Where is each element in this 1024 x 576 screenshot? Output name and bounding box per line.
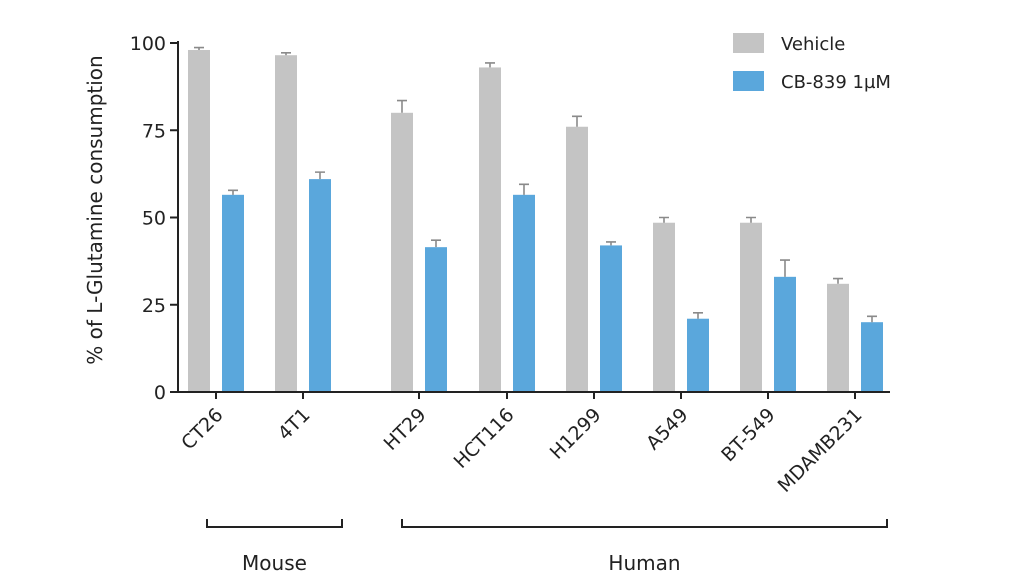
bar-vehicle-ct26 bbox=[188, 49, 210, 392]
error-bar-cb839-a549 bbox=[693, 311, 703, 319]
x-tick-label-a549: A549 bbox=[642, 404, 692, 454]
group-label-human: Human bbox=[608, 551, 680, 575]
error-bar-vehicle-ht29 bbox=[397, 99, 407, 113]
legend: Vehicle CB-839 1µM bbox=[733, 33, 891, 93]
x-tick-label-4t1: 4T1 bbox=[274, 404, 315, 445]
bar-cb839-h1299 bbox=[600, 245, 622, 392]
x-tick-label-ct26: CT26 bbox=[177, 404, 227, 454]
error-bar-cb839-mdamb231 bbox=[867, 315, 877, 323]
y-tick-label: 25 bbox=[142, 295, 166, 317]
x-tick-label-bt-549: BT-549 bbox=[717, 404, 779, 466]
error-bar-vehicle-mdamb231 bbox=[833, 277, 843, 284]
error-bar-cb839-hct116 bbox=[519, 183, 529, 195]
y-tick-label: 50 bbox=[142, 208, 166, 230]
y-axis: 0 25 50 75 100 bbox=[130, 33, 178, 404]
bar-cb839-bt-549 bbox=[774, 276, 796, 392]
x-tick-label-hct116: HCT116 bbox=[450, 404, 519, 473]
error-bar-vehicle-hct116 bbox=[485, 62, 495, 68]
bar-cb839-ct26 bbox=[222, 194, 244, 392]
y-tick-label: 0 bbox=[154, 382, 166, 404]
bar-vehicle-ht29 bbox=[391, 112, 413, 393]
error-bars bbox=[194, 46, 877, 323]
error-bar-cb839-ht29 bbox=[431, 239, 441, 248]
group-brackets: Mouse Human bbox=[206, 519, 888, 575]
bar-cb839-4t1 bbox=[309, 179, 331, 392]
bar-vehicle-mdamb231 bbox=[827, 283, 849, 392]
bar-cb839-ht29 bbox=[425, 247, 447, 392]
group-label-mouse: Mouse bbox=[242, 551, 307, 575]
y-tick-label: 100 bbox=[130, 33, 166, 55]
bar-vehicle-bt-549 bbox=[740, 222, 762, 392]
legend-label-cb839: CB-839 1µM bbox=[781, 72, 891, 93]
bar-vehicle-hct116 bbox=[479, 67, 501, 393]
error-bar-vehicle-a549 bbox=[659, 216, 669, 223]
x-tick-label-h1299: H1299 bbox=[546, 404, 606, 464]
x-tick-label-mdamb231: MDAMB231 bbox=[774, 404, 867, 497]
error-bar-cb839-ct26 bbox=[228, 189, 238, 195]
error-bar-vehicle-ct26 bbox=[194, 46, 204, 50]
y-tick-label: 75 bbox=[142, 120, 166, 142]
group-bracket-mouse bbox=[206, 519, 343, 528]
legend-swatch-vehicle bbox=[733, 33, 764, 53]
bar-vehicle-4t1 bbox=[275, 55, 297, 393]
y-axis-title: % of L-Glutamine consumption bbox=[83, 55, 107, 364]
group-bracket-human bbox=[401, 519, 888, 528]
bar-cb839-hct116 bbox=[513, 194, 535, 392]
error-bar-cb839-h1299 bbox=[606, 241, 616, 246]
error-bar-vehicle-bt-549 bbox=[746, 216, 756, 223]
error-bar-vehicle-h1299 bbox=[572, 115, 582, 127]
bar-cb839-mdamb231 bbox=[861, 322, 883, 392]
bar-vehicle-a549 bbox=[653, 222, 675, 392]
bar-vehicle-h1299 bbox=[566, 126, 588, 392]
bar-cb839-a549 bbox=[687, 318, 709, 392]
bars bbox=[188, 49, 883, 399]
error-bar-cb839-bt-549 bbox=[780, 259, 790, 277]
axes bbox=[177, 41, 890, 393]
error-bar-cb839-4t1 bbox=[315, 171, 325, 180]
error-bar-vehicle-4t1 bbox=[281, 51, 291, 56]
legend-label-vehicle: Vehicle bbox=[781, 34, 845, 55]
legend-swatch-cb839 bbox=[733, 71, 764, 91]
x-tick-label-ht29: HT29 bbox=[380, 404, 431, 455]
